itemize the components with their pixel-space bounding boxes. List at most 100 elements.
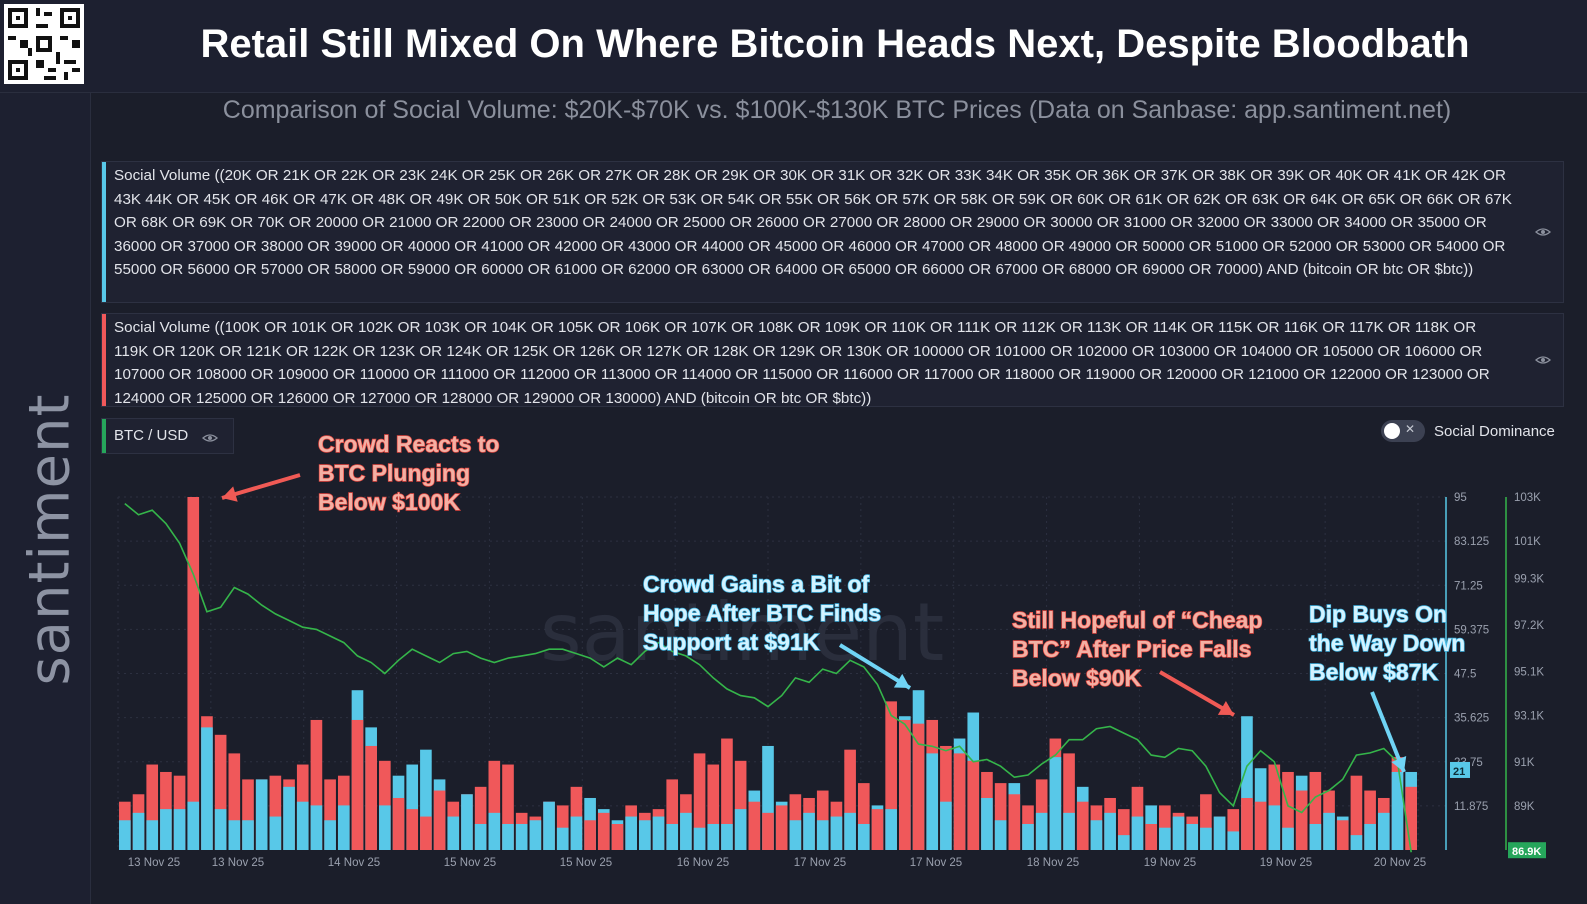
y-right-tick-label: 97.2K [1514, 620, 1544, 632]
bar-blue [1131, 816, 1144, 850]
bar-blue [406, 764, 419, 850]
bar-red [762, 812, 774, 850]
toggle-knob [1384, 423, 1400, 439]
bar-blue [816, 820, 829, 850]
bar-blue [379, 805, 391, 850]
bar-red [146, 764, 159, 850]
bar-red [1145, 823, 1157, 850]
bar-blue [283, 786, 295, 850]
y-left-tick-label: 47.5 [1454, 669, 1476, 681]
annotation-group: Still Hopeful of “Cheap BTC” After Price … [1011, 606, 1263, 717]
bar-blue [461, 794, 473, 850]
query-panel-low-prices[interactable]: Social Volume ((20K OR 21K OR 22K OR 23K… [101, 161, 1564, 303]
bar-blue [1200, 827, 1212, 850]
y-right-tick-label: 89K [1514, 801, 1535, 813]
query-text: Social Volume ((20K OR 21K OR 22K OR 23K… [114, 167, 1512, 278]
bar-blue [1117, 835, 1130, 850]
bar-red [310, 719, 323, 850]
bar-red [844, 749, 856, 850]
brand-sidebar: santiment [0, 93, 91, 904]
bar-red [1350, 775, 1363, 850]
header-bar: Retail Still Mixed On Where Bitcoin Head… [0, 0, 1587, 93]
x-tick-label: 13 Nov 25 [212, 857, 264, 869]
bar-blue [1309, 823, 1322, 850]
bar-blue [228, 820, 241, 850]
bar-blue [885, 809, 897, 850]
x-tick-label: 18 Nov 25 [1027, 857, 1079, 869]
annotation-text-line: Dip Buys On [1309, 601, 1447, 627]
x-tick-label: 15 Nov 25 [560, 857, 612, 869]
bar-blue [132, 812, 145, 850]
qr-code-icon [4, 4, 84, 84]
bar-blue [830, 816, 843, 850]
bar-red [871, 809, 884, 850]
bar-blue [570, 816, 583, 850]
bar-red [748, 801, 761, 850]
bar-blue [1172, 816, 1185, 850]
eye-icon[interactable] [202, 430, 218, 446]
series-color-bar [102, 162, 106, 302]
eye-icon[interactable] [1535, 352, 1551, 368]
bar-blue [721, 823, 733, 850]
bar-red [611, 823, 624, 850]
bar-red [474, 786, 487, 850]
bar-blue [474, 823, 487, 850]
bar-blue [844, 812, 856, 850]
bar-blue [680, 812, 692, 850]
bar-red [912, 723, 925, 850]
bar-red [1076, 801, 1089, 850]
bar-red [228, 753, 241, 850]
bar-blue [857, 823, 870, 850]
bar-red [885, 701, 897, 850]
y-right-tick-label: 99.3K [1514, 574, 1544, 586]
bar-blue [1213, 816, 1226, 850]
bar-red [187, 497, 200, 850]
bar-red [1008, 794, 1021, 850]
bar-blue [1035, 812, 1048, 850]
social-volume-badge-value: 21 [1453, 766, 1465, 778]
bar-red [597, 812, 610, 850]
btc-usd-series-chip[interactable]: BTC / USD [101, 418, 234, 454]
x-tick-label: 19 Nov 25 [1144, 857, 1196, 869]
query-panel-high-prices[interactable]: Social Volume ((100K OR 101K OR 102K OR … [101, 313, 1564, 407]
bar-red [433, 790, 446, 850]
bar-blue [296, 801, 309, 850]
bar-blue [940, 801, 952, 850]
annotation-arrowhead [1391, 756, 1407, 772]
social-dominance-toggle[interactable]: ✕ [1381, 420, 1425, 442]
bar-blue [1090, 820, 1103, 850]
bar-red [967, 760, 980, 850]
bar-blue [1022, 823, 1034, 850]
bar-blue [693, 827, 706, 850]
y-left-tick-label: 35.625 [1454, 713, 1489, 725]
bar-blue [1241, 716, 1253, 850]
bar-blue [1063, 812, 1075, 850]
bar-red [775, 805, 788, 850]
bar-blue [529, 820, 542, 850]
bar-red [707, 764, 720, 850]
x-tick-label: 16 Nov 25 [677, 857, 729, 869]
bar-blue [707, 823, 720, 850]
bar-red [324, 779, 336, 850]
annotation-text-line: Crowd Gains a Bit of [643, 571, 870, 597]
annotation-text-line: Hope After BTC Finds [643, 600, 881, 626]
price-badge [1508, 842, 1546, 859]
bar-blue [543, 801, 555, 850]
bar-red [693, 753, 706, 850]
series-color-bar [102, 419, 106, 453]
bar-blue [242, 820, 254, 850]
bar-red [1254, 801, 1267, 850]
eye-icon[interactable] [1535, 224, 1551, 240]
bar-blue [556, 827, 569, 850]
series-color-bar [102, 314, 106, 406]
bar-blue [803, 812, 815, 850]
bar-blue [146, 820, 159, 850]
x-tick-label: 14 Nov 25 [328, 857, 380, 869]
annotation-arrow [1370, 691, 1406, 773]
bar-red [1063, 753, 1075, 850]
y-right-tick-label: 91K [1514, 757, 1535, 769]
bar-red [1295, 790, 1308, 850]
annotation-arrowhead [893, 673, 910, 688]
bar-blue [269, 816, 282, 850]
bar-red [899, 719, 911, 850]
